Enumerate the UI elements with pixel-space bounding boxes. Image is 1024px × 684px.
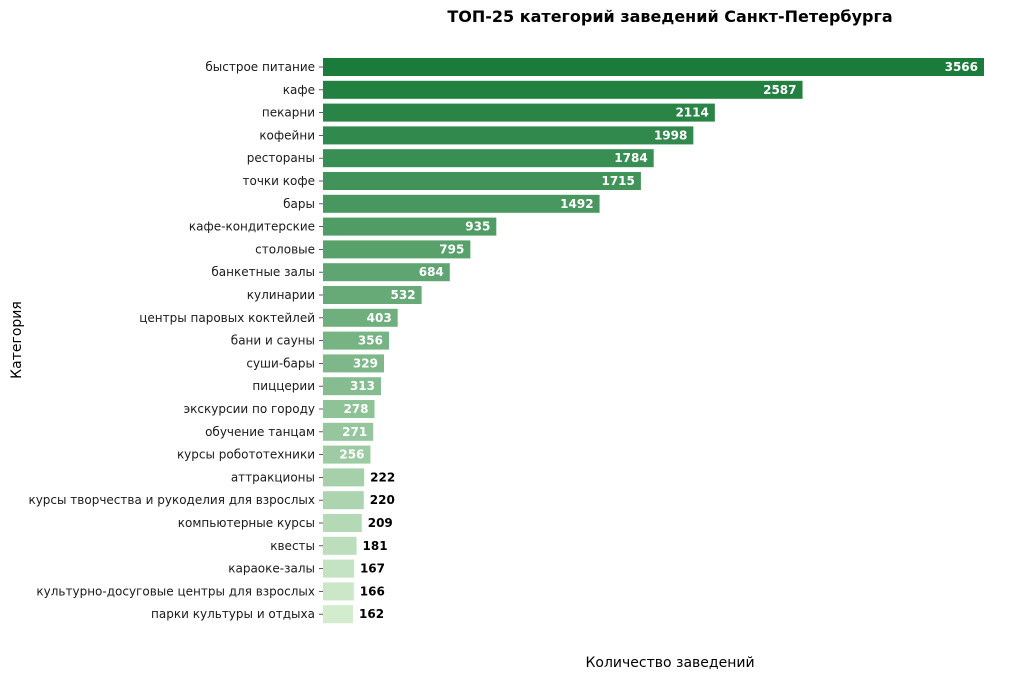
value-label: 313 xyxy=(350,379,375,393)
value-label: 403 xyxy=(367,311,392,325)
category-label: кулинарии xyxy=(247,288,315,302)
bar xyxy=(323,354,384,373)
value-label: 795 xyxy=(439,242,464,256)
bar xyxy=(323,514,362,532)
category-label: кафе-кондитерские xyxy=(189,220,315,234)
chart-title: ТОП-25 категорий заведений Санкт-Петербу… xyxy=(447,7,892,26)
value-label: 278 xyxy=(343,402,368,416)
value-label: 1784 xyxy=(614,151,647,165)
category-label: обучение танцам xyxy=(205,425,315,439)
bar xyxy=(323,445,371,464)
category-label: экскурсии по городу xyxy=(184,402,315,416)
bar xyxy=(323,172,641,190)
value-label: 356 xyxy=(358,334,383,348)
value-label: 532 xyxy=(391,288,416,302)
bar xyxy=(323,80,803,99)
value-label: 181 xyxy=(363,539,388,553)
category-labels: быстрое питание кафе пекарни кофейни рестора… xyxy=(28,60,315,621)
category-label: суши-бары xyxy=(246,356,315,370)
bar xyxy=(323,149,654,168)
bar xyxy=(323,582,354,601)
value-label: 167 xyxy=(360,562,385,576)
bar xyxy=(323,468,365,487)
bar xyxy=(323,286,422,304)
bar xyxy=(323,308,398,327)
bar xyxy=(323,58,984,76)
value-label: 329 xyxy=(353,356,378,370)
value-label: 2114 xyxy=(675,106,708,120)
bar xyxy=(323,103,715,122)
value-label: 209 xyxy=(368,516,393,530)
category-label: быстрое питание xyxy=(205,60,315,74)
value-label: 166 xyxy=(360,584,385,598)
category-label: рестораны xyxy=(247,151,315,165)
category-label: точки кофе xyxy=(242,174,315,188)
category-label: квесты xyxy=(270,539,315,553)
bar xyxy=(323,422,374,441)
category-label: компьютерные курсы xyxy=(178,516,315,530)
bar xyxy=(323,126,694,145)
value-label: 222 xyxy=(370,470,395,484)
category-label: кафе xyxy=(283,83,315,97)
value-label: 162 xyxy=(359,607,384,621)
category-label: бани и сауны xyxy=(231,334,315,348)
value-label: 271 xyxy=(342,425,367,439)
category-label: банкетные залы xyxy=(211,265,315,279)
bar xyxy=(323,559,354,578)
value-label: 256 xyxy=(339,448,364,462)
category-label: культурно-досуговые центры для взрослых xyxy=(36,584,315,598)
bar xyxy=(323,263,450,282)
value-label: 1998 xyxy=(654,128,687,142)
category-label: пекарни xyxy=(262,106,315,120)
category-label: аттракционы xyxy=(231,470,315,484)
value-label: 220 xyxy=(370,493,395,507)
y-axis-label: Категория xyxy=(9,301,25,379)
bar xyxy=(323,400,375,418)
bar xyxy=(323,331,389,350)
value-label: 684 xyxy=(419,265,444,279)
value-label: 935 xyxy=(465,220,490,234)
category-label: столовые xyxy=(255,242,315,256)
category-label: кофейни xyxy=(259,128,315,142)
category-label: пиццерии xyxy=(252,379,315,393)
bar xyxy=(323,217,497,236)
category-label: парки культуры и отдыха xyxy=(151,607,315,621)
value-label: 2587 xyxy=(763,83,796,97)
value-label: 3566 xyxy=(945,60,978,74)
category-label: курсы творчества и рукоделия для взрослы… xyxy=(28,493,315,507)
value-label: 1492 xyxy=(560,197,593,211)
bar xyxy=(323,491,364,510)
category-label: центры паровых коктейлей xyxy=(139,311,315,325)
bar xyxy=(323,240,471,259)
bar xyxy=(323,605,354,624)
y-axis xyxy=(319,58,324,624)
bar xyxy=(323,536,357,555)
bars xyxy=(323,58,984,624)
bar xyxy=(323,377,382,396)
x-axis-label: Количество заведений xyxy=(585,655,754,671)
category-label: караоке-залы xyxy=(228,562,315,576)
value-label: 1715 xyxy=(601,174,634,188)
category-label: курсы робототехники xyxy=(177,448,315,462)
category-label: бары xyxy=(283,197,315,211)
bar xyxy=(323,194,600,213)
